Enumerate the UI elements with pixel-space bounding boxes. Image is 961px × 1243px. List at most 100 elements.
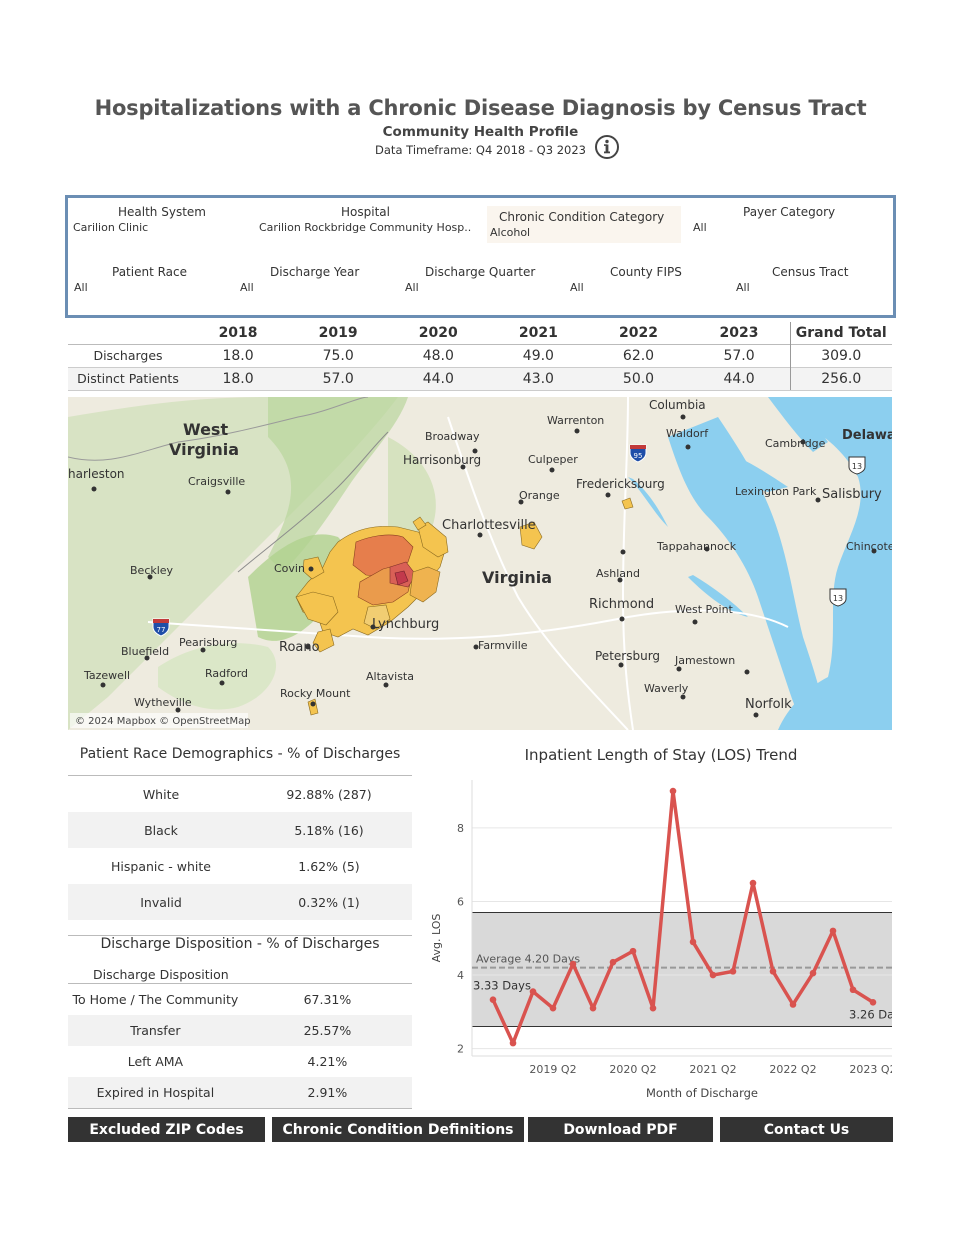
map-attribution[interactable]: © 2024 Mapbox © OpenStreetMap: [75, 716, 251, 727]
filter-chronic-condition[interactable]: Chronic Condition Category Alcohol: [487, 206, 681, 243]
map-label: Ashland: [596, 567, 640, 580]
filter-label: Chronic Condition Category: [499, 210, 665, 224]
chronic-condition-definitions-button[interactable]: Chronic Condition Definitions: [272, 1117, 524, 1142]
census-tract[interactable]: [363, 604, 391, 630]
map-label: Fredericksburg: [576, 477, 665, 491]
filter-value[interactable]: Carilion Rockbridge Community Hosp..: [259, 221, 472, 234]
map-terrain: [158, 643, 277, 710]
map-label: Harrisonburg: [403, 453, 481, 467]
filter-health-system[interactable]: Health System Carilion Clinic: [73, 205, 206, 234]
disposition-table: To Home / The Community 67.31% Transfer …: [68, 983, 412, 1109]
filter-census-tract[interactable]: Census Tract All: [736, 265, 848, 294]
shield-label: 95: [634, 452, 643, 460]
census-tract[interactable]: [621, 497, 634, 510]
filter-discharge-quarter[interactable]: Discharge Quarter All: [405, 265, 535, 294]
disposition-value: 67.31%: [303, 992, 352, 1007]
race-label: Black: [144, 822, 178, 838]
state-border: [68, 397, 369, 461]
y-tick-label: 6: [457, 895, 464, 908]
census-tract[interactable]: [412, 516, 427, 531]
filter-value[interactable]: All: [693, 221, 707, 234]
column-header: 2022: [619, 324, 658, 341]
census-tract[interactable]: [409, 566, 441, 603]
map-label: West: [183, 420, 228, 439]
filter-value[interactable]: Carilion Clinic: [73, 221, 149, 234]
census-tract[interactable]: [394, 570, 409, 586]
census-tract[interactable]: [417, 521, 449, 558]
map-label: Chincote: [846, 540, 892, 553]
filter-panel: Health System Carilion Clinic Hospital C…: [65, 195, 896, 318]
info-circle-icon[interactable]: [594, 134, 620, 160]
map-label: Altavista: [366, 670, 414, 683]
filter-value[interactable]: All: [74, 281, 88, 294]
contact-us-button[interactable]: Contact Us: [720, 1117, 893, 1142]
map-label: Jamestown: [674, 654, 735, 667]
census-tract[interactable]: [519, 521, 543, 550]
filter-label: Hospital: [341, 205, 390, 219]
census-tract-layer[interactable]: [295, 497, 634, 716]
table-row: Transfer 25.57%: [68, 1015, 412, 1046]
filter-patient-race[interactable]: Patient Race All: [74, 265, 187, 294]
map-label: Orange: [519, 489, 560, 502]
map-label: Virginia: [482, 568, 552, 587]
end-value-label: 3.26 Days: [849, 1007, 892, 1021]
los-data-point: [669, 787, 677, 795]
summary-corner: [68, 322, 188, 344]
census-tract[interactable]: [295, 591, 339, 626]
highway-shield-13-south: 13: [829, 588, 847, 607]
x-tick-label: 2020 Q2: [609, 1063, 656, 1076]
filter-value[interactable]: All: [570, 281, 584, 294]
choropleth-map[interactable]: 95 77 13 13 West Virginia harleston Crai…: [68, 397, 892, 730]
los-data-point: [529, 988, 537, 995]
filter-hospital[interactable]: Hospital Carilion Rockbridge Community H…: [259, 205, 471, 234]
los-data-point: [569, 960, 577, 968]
filter-payer-category[interactable]: Payer Category All: [693, 205, 835, 234]
los-line-chart[interactable]: 2 4 6 8 Average 4.20 Days 2019 Q2 2020 Q2 2021 …: [430, 770, 892, 1110]
map-label: Columbia: [649, 398, 706, 412]
filter-value[interactable]: All: [736, 281, 750, 294]
filter-value[interactable]: All: [405, 281, 419, 294]
disposition-value: 2.91%: [307, 1085, 348, 1100]
filter-label: Health System: [118, 205, 206, 219]
x-tick-label: 2019 Q2: [529, 1063, 576, 1076]
map-label: Rocky Mount: [280, 687, 351, 700]
filter-county-fips[interactable]: County FIPS All: [570, 265, 682, 294]
map-label: Cambridge: [765, 437, 826, 450]
table-cell: 18.0: [188, 343, 289, 367]
map-water: [628, 477, 668, 527]
census-tract[interactable]: [307, 698, 319, 716]
download-pdf-button[interactable]: Download PDF: [528, 1117, 713, 1142]
map-label: Farmville: [478, 639, 528, 652]
los-data-point: [769, 968, 777, 975]
filter-discharge-year[interactable]: Discharge Year All: [240, 265, 359, 294]
filter-value[interactable]: All: [240, 281, 254, 294]
table-cell: 48.0: [388, 343, 489, 367]
map-label: Tappahannock: [656, 540, 737, 553]
map-water: [768, 397, 828, 452]
map-label: Delawa: [842, 428, 892, 443]
table-cell: 44.0: [388, 366, 489, 391]
y-tick-label: 2: [457, 1043, 464, 1056]
census-tract[interactable]: [312, 628, 335, 653]
city-markers: [91, 414, 877, 718]
race-value: 0.32% (1): [298, 894, 360, 910]
los-data-point: [809, 969, 817, 977]
column-header: 2023: [719, 324, 759, 341]
map-water: [688, 575, 748, 617]
census-tract[interactable]: [302, 556, 325, 580]
map-label: West Point: [675, 603, 734, 616]
filter-value[interactable]: Alcohol: [490, 226, 531, 239]
map-canvas[interactable]: 95 77 13 13 West Virginia harleston Crai…: [68, 397, 892, 730]
los-data-point: [729, 968, 737, 975]
highway-shield-13-north: 13: [848, 456, 866, 475]
map-label: Culpeper: [528, 453, 578, 466]
map-road: [147, 609, 789, 640]
map-label: Broadway: [425, 430, 480, 443]
filter-label: Census Tract: [772, 265, 849, 279]
disposition-label: To Home / The Community: [72, 992, 239, 1007]
disposition-value: 25.57%: [303, 1023, 352, 1038]
los-data-point: [749, 879, 757, 887]
excluded-zip-codes-button[interactable]: Excluded ZIP Codes: [68, 1117, 265, 1142]
map-label: Tazewell: [83, 669, 130, 682]
map-label: Charlottesville: [442, 518, 536, 533]
